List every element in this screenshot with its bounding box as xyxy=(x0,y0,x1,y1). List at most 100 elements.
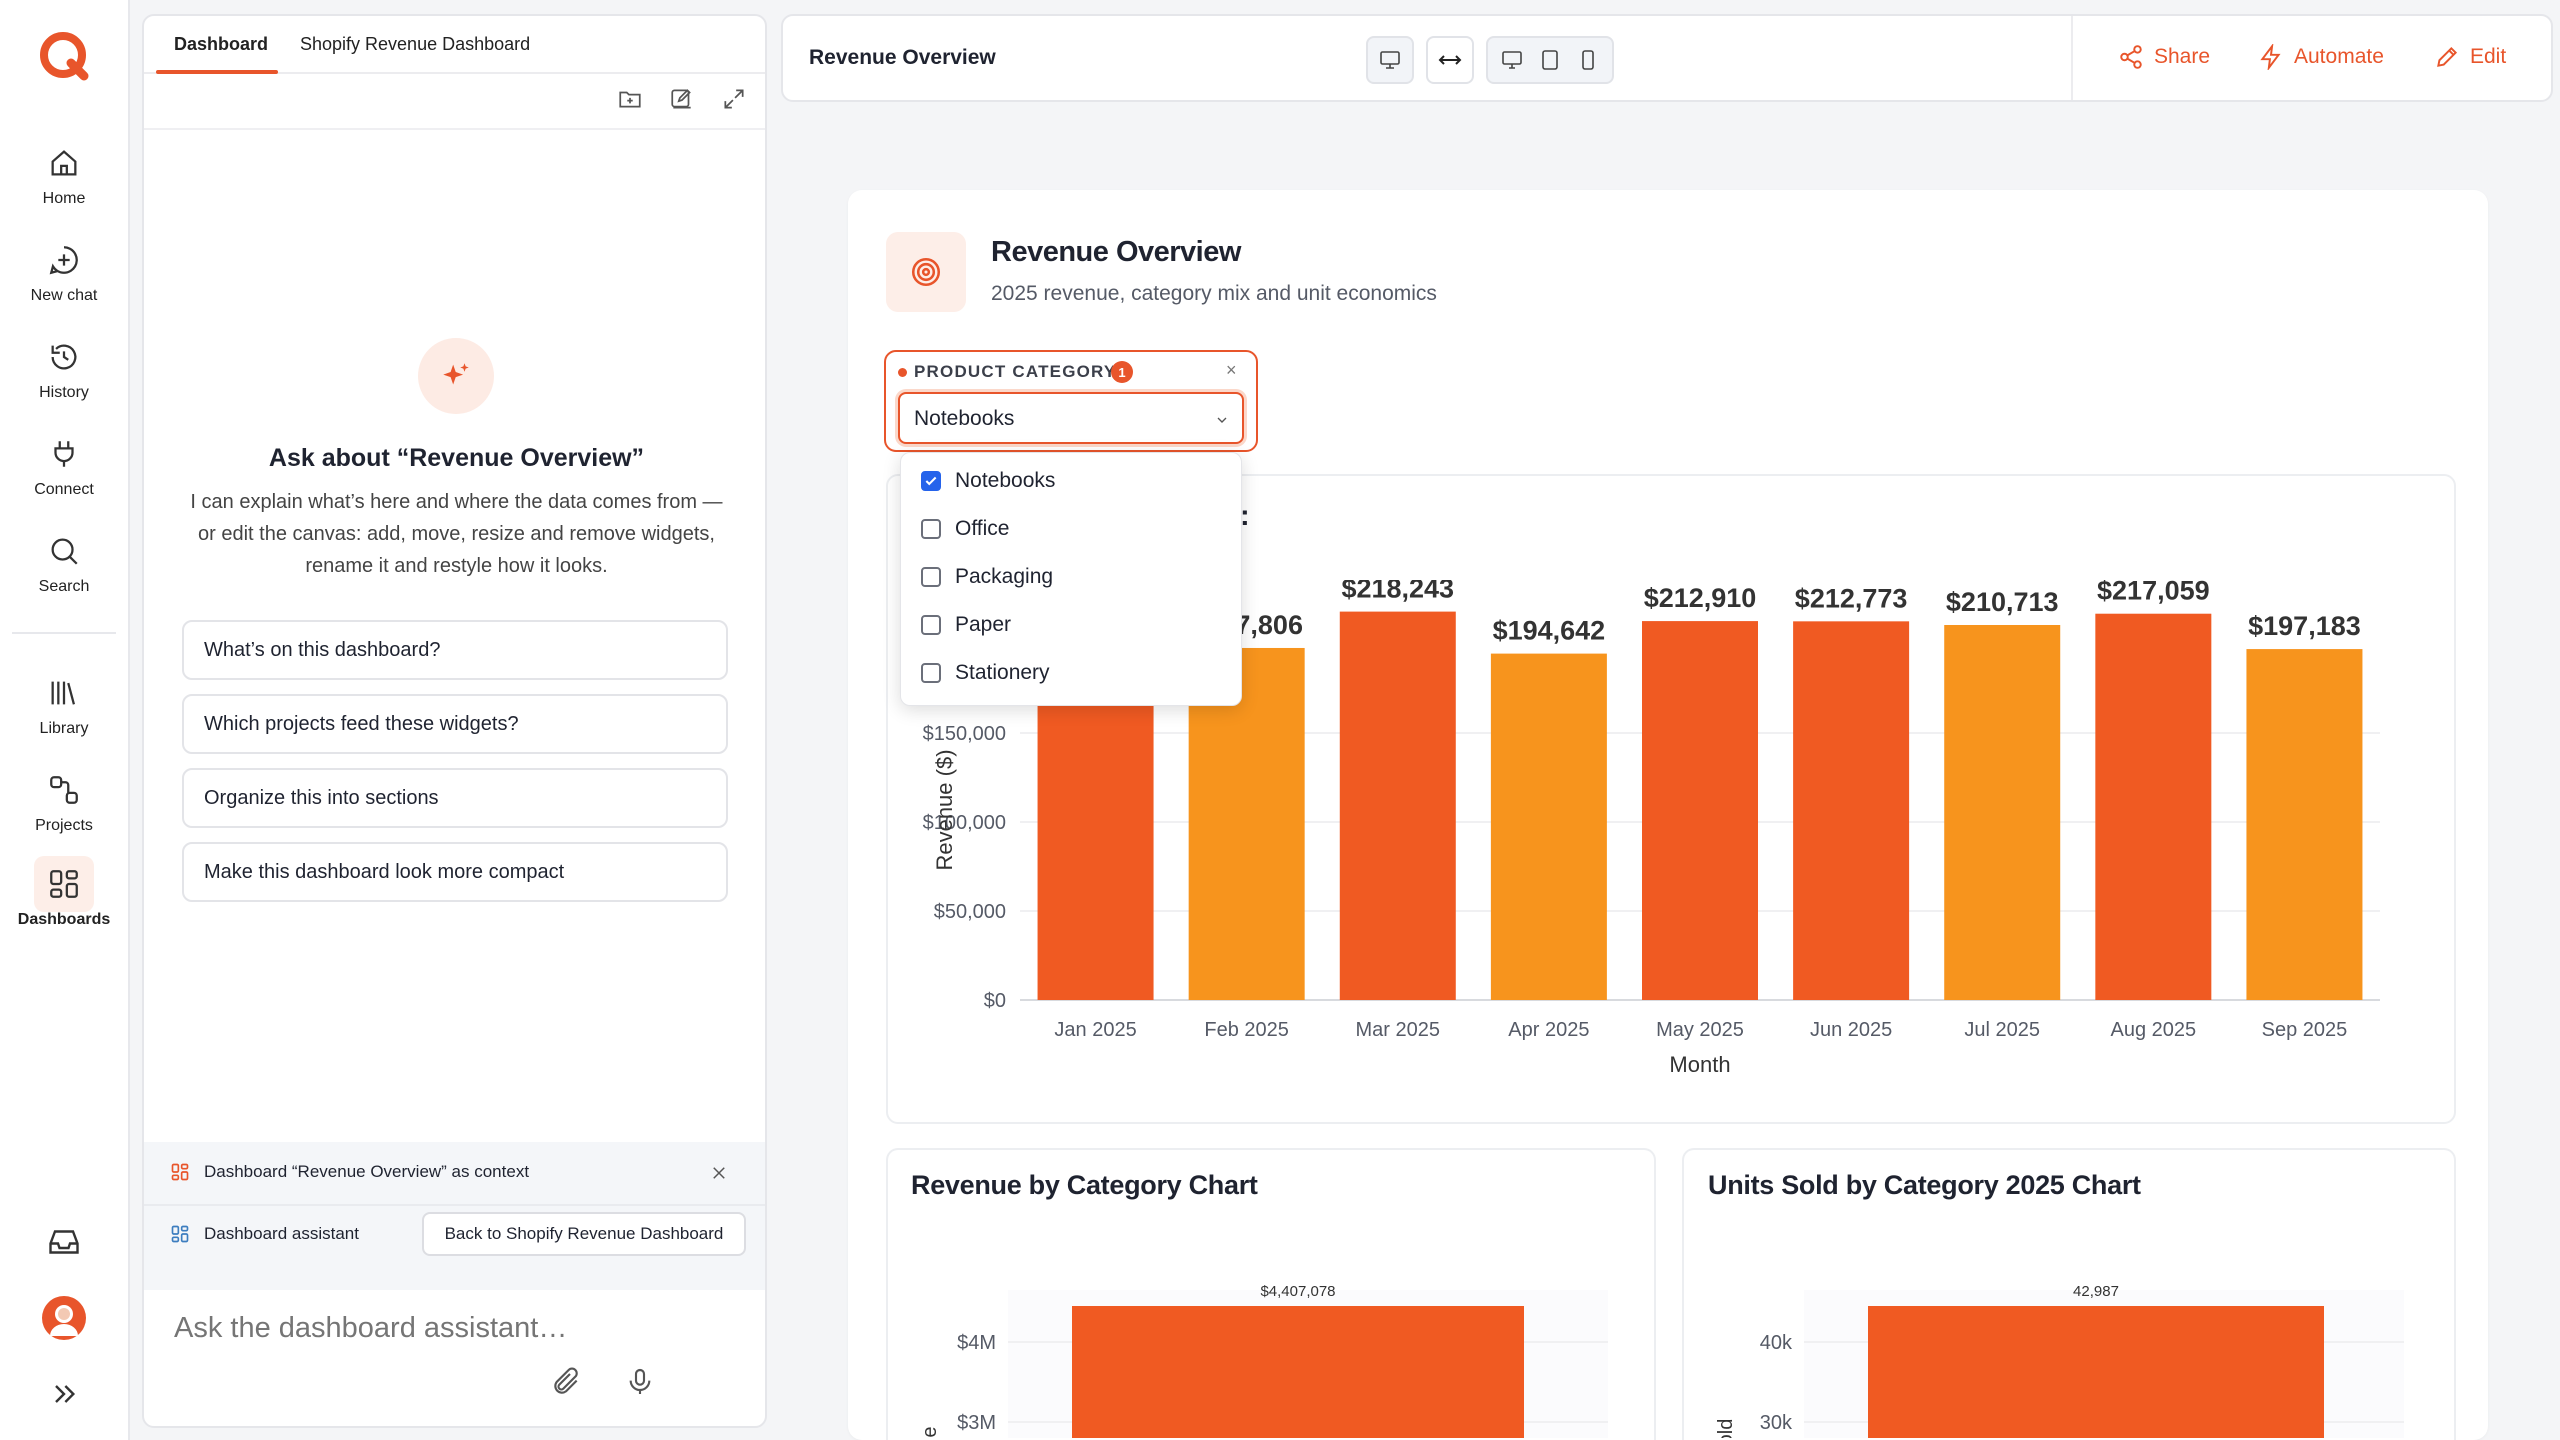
tab-dashboard[interactable]: Dashboard xyxy=(174,34,269,54)
plug-icon xyxy=(54,441,74,467)
option-stationery[interactable]: Stationery xyxy=(921,661,1050,685)
microphone-icon[interactable] xyxy=(624,1366,656,1398)
target-icon xyxy=(911,257,941,287)
nav-dashboards-label: Dashboards xyxy=(17,911,111,928)
nav-dashboards[interactable]: Dashboards xyxy=(0,867,128,929)
tablet-icon[interactable] xyxy=(1538,48,1562,72)
remove-context-icon[interactable] xyxy=(710,1164,728,1182)
nav-new-chat[interactable]: New chat xyxy=(0,243,128,305)
full-width-button[interactable] xyxy=(1426,36,1474,84)
suggestion-which-projects[interactable]: Which projects feed these widgets? xyxy=(182,694,728,754)
suggestion-make-compact[interactable]: Make this dashboard look more compact xyxy=(182,842,728,902)
automate-button[interactable]: Automate xyxy=(2258,44,2384,70)
nav-connect[interactable]: Connect xyxy=(0,437,128,499)
checkbox[interactable] xyxy=(921,567,941,587)
bar-value-label: 42,987 xyxy=(2073,1283,2119,1300)
app-logo[interactable] xyxy=(38,30,90,82)
revenue-bar xyxy=(1642,621,1758,1000)
share-button[interactable]: Share xyxy=(2118,44,2210,70)
edit-button[interactable]: Edit xyxy=(2434,44,2506,70)
x-tick-label: Sep 2025 xyxy=(2262,1019,2348,1041)
y-axis-title: Revenue ($) xyxy=(932,749,957,870)
attach-icon[interactable] xyxy=(550,1366,582,1398)
bar-value-label: $212,910 xyxy=(1644,583,1757,613)
nav-history-label: History xyxy=(39,384,89,401)
bar-value-label: $210,713 xyxy=(1946,587,2059,617)
back-to-shopify-button[interactable]: Back to Shopify Revenue Dashboard xyxy=(422,1212,746,1256)
chat-input[interactable] xyxy=(174,1308,744,1348)
mobile-icon[interactable] xyxy=(1576,48,1600,72)
nav-dashboards-active-bg xyxy=(34,856,94,912)
filter-select[interactable]: Notebooks xyxy=(898,392,1244,444)
context-separator xyxy=(144,1204,765,1206)
option-label: Packaging xyxy=(955,565,1054,588)
x-tick-label: May 2025 xyxy=(1656,1019,1744,1041)
dashboards-icon xyxy=(50,870,78,898)
revenue-bar xyxy=(1944,625,2061,1000)
filter-clear-button[interactable]: × xyxy=(1226,360,1237,380)
presentation-mode-button[interactable] xyxy=(1366,36,1414,84)
suggestion-organize-sections[interactable]: Organize this into sections xyxy=(182,768,728,828)
presentation-icon xyxy=(1380,51,1400,69)
expand-nav-button[interactable] xyxy=(48,1378,80,1410)
product-category-filter: PRODUCT CATEGORY 1 × Notebooks xyxy=(884,350,1258,452)
inbox-button[interactable] xyxy=(46,1224,82,1260)
filter-count-badge: 1 xyxy=(1111,361,1133,383)
revenue-bar xyxy=(1490,653,1607,1000)
edit-square-icon[interactable] xyxy=(669,86,695,112)
y-tick-label: $0 xyxy=(984,990,1006,1012)
nav-search[interactable]: Search xyxy=(0,534,128,596)
nav-home[interactable]: Home xyxy=(0,146,128,208)
checkbox[interactable] xyxy=(921,519,941,539)
dashboard-context-icon xyxy=(171,1163,189,1181)
x-tick-label: Apr 2025 xyxy=(1508,1019,1589,1041)
desktop-icon[interactable] xyxy=(1500,48,1524,72)
bar-value-label: $194,642 xyxy=(1493,616,1606,646)
nav-connect-label: Connect xyxy=(34,481,94,498)
units-sold-title: Units Sold by Category 2025 Chart xyxy=(1708,1170,2141,1200)
bar-value-label: $218,243 xyxy=(1341,580,1454,604)
assistant-panel: Dashboard Shopify Revenue Dashboard Ask … xyxy=(142,14,767,1428)
x-tick-label: Jun 2025 xyxy=(1810,1019,1892,1041)
expand-icon[interactable] xyxy=(721,86,747,112)
revenue-bar xyxy=(1793,621,1910,1000)
nav-projects-label: Projects xyxy=(35,817,93,834)
suggestion-whats-on-dashboard[interactable]: What’s on this dashboard? xyxy=(182,620,728,680)
option-packaging[interactable]: Packaging xyxy=(921,565,1053,589)
option-label: Office xyxy=(955,517,1010,540)
home-icon xyxy=(51,150,77,176)
y-axis-title: e xyxy=(919,1426,941,1437)
option-office[interactable]: Office xyxy=(921,517,1009,541)
option-paper[interactable]: Paper xyxy=(921,613,1011,637)
nav-projects[interactable]: Projects xyxy=(0,773,128,835)
revenue-bar xyxy=(1037,695,1154,1000)
option-label: Paper xyxy=(955,613,1012,636)
left-nav: Home New chat History Connect Search Lib… xyxy=(0,0,130,1440)
category-bar xyxy=(1868,1306,2324,1438)
bar-value-label: $4,407,078 xyxy=(1260,1283,1335,1300)
bar-value-label: $217,059 xyxy=(2097,580,2210,606)
revenue-bar xyxy=(1188,647,1305,1000)
bar-value-label: $197,183 xyxy=(2248,611,2361,641)
checkbox[interactable] xyxy=(921,663,941,683)
share-label: Share xyxy=(2154,45,2211,68)
chat-heading: Ask about “Revenue Overview” xyxy=(268,444,645,472)
x-tick-label: Jul 2025 xyxy=(1964,1019,2040,1041)
topbar-divider xyxy=(2071,16,2073,100)
checkbox[interactable] xyxy=(921,615,941,635)
option-notebooks[interactable]: Notebooks xyxy=(921,469,1055,493)
nav-divider xyxy=(12,632,116,634)
y-tick-label: 30k xyxy=(1760,1412,1793,1434)
dashboard-subtitle: 2025 revenue, category mix and unit econ… xyxy=(991,282,1437,305)
user-avatar[interactable] xyxy=(42,1296,86,1340)
checkbox-checked[interactable] xyxy=(921,471,941,491)
device-preview-group xyxy=(1486,36,1614,84)
y-tick-label: $100,000 xyxy=(923,812,1006,834)
tab-shopify-revenue-dashboard[interactable]: Shopify Revenue Dashboard xyxy=(300,34,531,54)
nav-history[interactable]: History xyxy=(0,340,128,402)
nav-library[interactable]: Library xyxy=(0,676,128,738)
option-label: Notebooks xyxy=(955,469,1056,492)
revenue-by-category-title: Revenue by Category Chart xyxy=(911,1170,1258,1200)
share-icon xyxy=(2120,45,2142,69)
folder-add-icon[interactable] xyxy=(617,86,643,112)
